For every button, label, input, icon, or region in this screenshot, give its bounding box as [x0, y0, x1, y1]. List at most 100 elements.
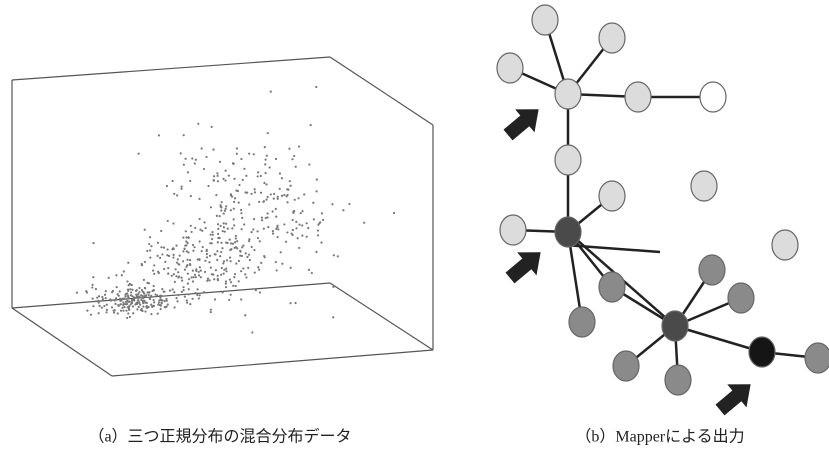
box-edge — [11, 307, 113, 377]
point — [288, 147, 291, 150]
point — [220, 266, 223, 270]
node — [554, 78, 582, 110]
point — [163, 300, 166, 303]
point — [187, 293, 190, 296]
point — [298, 223, 301, 226]
point — [234, 241, 237, 244]
point — [189, 179, 192, 183]
point — [297, 197, 300, 200]
point — [146, 249, 149, 252]
point — [216, 250, 219, 253]
point — [212, 179, 215, 182]
point — [214, 269, 217, 272]
point — [298, 246, 301, 250]
point — [332, 285, 335, 288]
point — [100, 306, 103, 309]
point — [179, 152, 182, 155]
box-edge — [11, 282, 331, 309]
point — [222, 272, 225, 275]
point — [194, 226, 197, 230]
point — [152, 298, 155, 302]
point — [307, 268, 311, 271]
point — [209, 206, 213, 209]
point — [160, 294, 163, 297]
point — [195, 268, 198, 271]
point — [253, 271, 256, 274]
point — [275, 227, 278, 230]
node — [554, 144, 582, 176]
point — [128, 308, 131, 311]
point — [97, 312, 100, 315]
node — [664, 364, 692, 396]
point — [165, 297, 168, 301]
point — [233, 246, 236, 249]
point — [105, 303, 108, 306]
point — [220, 201, 223, 204]
point — [143, 228, 146, 231]
point — [158, 303, 162, 307]
point — [187, 288, 190, 291]
point — [308, 163, 311, 166]
point — [211, 233, 214, 236]
point — [274, 260, 277, 264]
point — [266, 212, 269, 215]
point — [286, 201, 289, 204]
point — [243, 167, 246, 170]
point — [233, 197, 237, 200]
point — [285, 195, 288, 198]
point — [299, 212, 302, 215]
point — [104, 297, 107, 300]
point — [175, 261, 179, 264]
point — [146, 281, 149, 284]
point — [194, 276, 197, 279]
point — [205, 155, 208, 159]
point — [182, 250, 185, 253]
point — [191, 297, 194, 300]
point — [271, 210, 274, 213]
point — [244, 314, 247, 317]
point — [258, 200, 261, 203]
point — [200, 249, 203, 253]
point — [226, 227, 229, 230]
point — [224, 282, 227, 285]
point — [216, 174, 219, 177]
point — [174, 268, 177, 271]
point — [220, 273, 223, 276]
point — [293, 198, 296, 201]
point — [199, 276, 202, 279]
point — [140, 263, 144, 267]
point — [210, 125, 213, 129]
point — [312, 218, 315, 221]
point — [94, 287, 98, 291]
point — [244, 252, 247, 255]
point — [252, 153, 255, 156]
point — [265, 198, 268, 201]
point — [122, 309, 125, 312]
point — [246, 191, 249, 194]
point — [161, 253, 164, 256]
point — [283, 193, 286, 197]
point — [309, 123, 312, 127]
point — [276, 197, 279, 200]
point — [234, 284, 237, 288]
point — [160, 229, 163, 233]
point — [232, 207, 235, 210]
point — [241, 216, 244, 220]
point — [199, 269, 202, 272]
point — [110, 306, 114, 309]
point — [320, 212, 324, 215]
point — [210, 238, 214, 241]
point — [126, 280, 129, 283]
point — [205, 256, 209, 259]
point — [220, 241, 223, 244]
point — [198, 240, 201, 243]
point — [135, 293, 138, 296]
point — [168, 289, 172, 292]
point — [176, 258, 179, 261]
point — [165, 184, 169, 188]
node — [499, 214, 527, 246]
point — [133, 299, 136, 302]
point — [159, 307, 162, 311]
point — [86, 309, 89, 312]
point — [154, 293, 157, 296]
